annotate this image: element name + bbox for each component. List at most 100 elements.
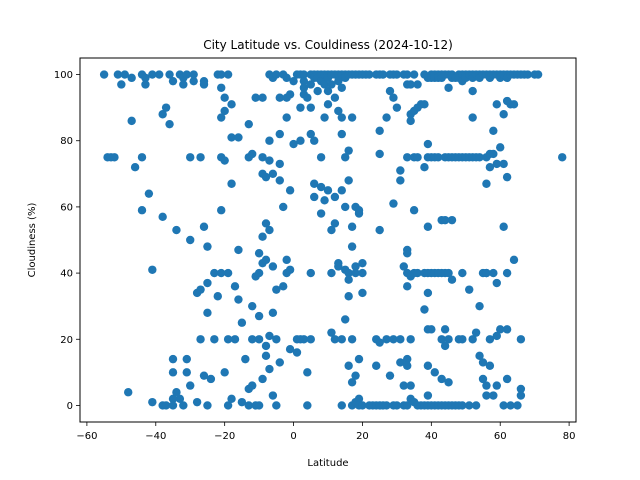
data-point: [406, 80, 415, 89]
data-point: [396, 166, 405, 175]
data-point: [423, 391, 433, 400]
data-point: [203, 278, 212, 288]
data-point: [320, 80, 329, 89]
data-point: [227, 179, 236, 188]
data-point: [199, 222, 209, 231]
data-point: [261, 172, 271, 182]
data-point: [437, 335, 446, 344]
data-point: [385, 86, 395, 96]
data-point: [389, 335, 398, 344]
data-point: [492, 159, 501, 169]
data-point: [279, 202, 288, 212]
data-point: [330, 192, 340, 202]
data-point: [306, 80, 315, 89]
data-point: [148, 70, 157, 79]
data-point: [285, 90, 295, 99]
data-point: [299, 335, 309, 344]
data-point: [489, 268, 498, 278]
data-point: [399, 262, 408, 271]
data-point: [485, 163, 495, 172]
data-point: [196, 153, 205, 162]
data-point: [310, 179, 319, 188]
data-point: [351, 262, 360, 271]
data-point: [468, 335, 477, 344]
data-point: [261, 255, 271, 265]
y-axis-label: Cloudiness (%): [27, 203, 38, 278]
data-point: [430, 368, 439, 377]
data-point: [327, 225, 336, 235]
data-point: [272, 70, 281, 79]
x-axis: −60 −40 −20 0 20 40 60 80: [76, 422, 575, 442]
data-point: [220, 368, 229, 377]
data-point: [389, 93, 398, 102]
data-point: [175, 394, 185, 404]
data-point: [489, 126, 498, 135]
data-point: [382, 335, 391, 344]
x-tick-label: 80: [563, 431, 576, 442]
data-point: [465, 285, 474, 294]
data-point: [227, 100, 236, 109]
data-point: [323, 186, 333, 195]
data-point: [420, 100, 429, 109]
data-point: [258, 232, 267, 241]
data-point: [334, 76, 343, 86]
data-point: [354, 206, 364, 215]
data-point: [137, 206, 147, 215]
data-point: [230, 282, 240, 291]
data-point: [403, 361, 412, 370]
data-point: [316, 182, 326, 192]
data-point: [258, 93, 267, 102]
data-point: [365, 70, 374, 79]
data-point: [244, 401, 253, 410]
data-point: [403, 249, 412, 258]
data-point: [223, 335, 233, 344]
data-point: [485, 335, 495, 344]
data-point: [196, 285, 205, 294]
data-point: [385, 371, 395, 380]
data-point: [499, 159, 508, 169]
data-point: [434, 153, 443, 162]
data-point: [248, 335, 257, 344]
plot-frame: [79, 57, 577, 423]
data-points: [99, 70, 567, 410]
data-point: [341, 153, 350, 162]
data-point: [299, 70, 309, 79]
data-point: [358, 258, 367, 268]
data-point: [186, 235, 195, 245]
data-point: [482, 381, 491, 390]
data-point: [447, 275, 457, 284]
data-point: [516, 391, 526, 400]
data-point: [261, 351, 271, 361]
data-point: [155, 70, 164, 79]
x-tick-label: 0: [290, 431, 296, 442]
data-point: [327, 268, 336, 278]
data-point: [265, 225, 274, 235]
data-point: [265, 136, 274, 145]
data-point: [168, 354, 178, 364]
data-point: [279, 282, 288, 291]
data-point: [478, 358, 488, 367]
data-point: [217, 268, 226, 278]
data-point: [413, 153, 422, 162]
data-point: [409, 70, 419, 79]
data-point: [237, 397, 247, 407]
data-point: [327, 80, 336, 89]
data-point: [406, 335, 415, 344]
data-point: [179, 80, 188, 89]
data-point: [254, 268, 264, 278]
data-point: [268, 308, 278, 317]
data-point: [234, 295, 243, 304]
data-point: [475, 351, 484, 361]
data-point: [489, 391, 498, 400]
data-point: [341, 202, 350, 212]
data-point: [409, 206, 419, 215]
y-tick-label: 20: [60, 335, 73, 346]
data-point: [420, 305, 429, 314]
data-point: [444, 83, 453, 92]
data-point: [189, 76, 198, 86]
data-point: [344, 275, 353, 284]
data-point: [199, 371, 209, 380]
y-axis: 0 20 40 60 80 100: [54, 70, 80, 412]
data-point: [248, 149, 257, 159]
data-point: [186, 153, 195, 162]
